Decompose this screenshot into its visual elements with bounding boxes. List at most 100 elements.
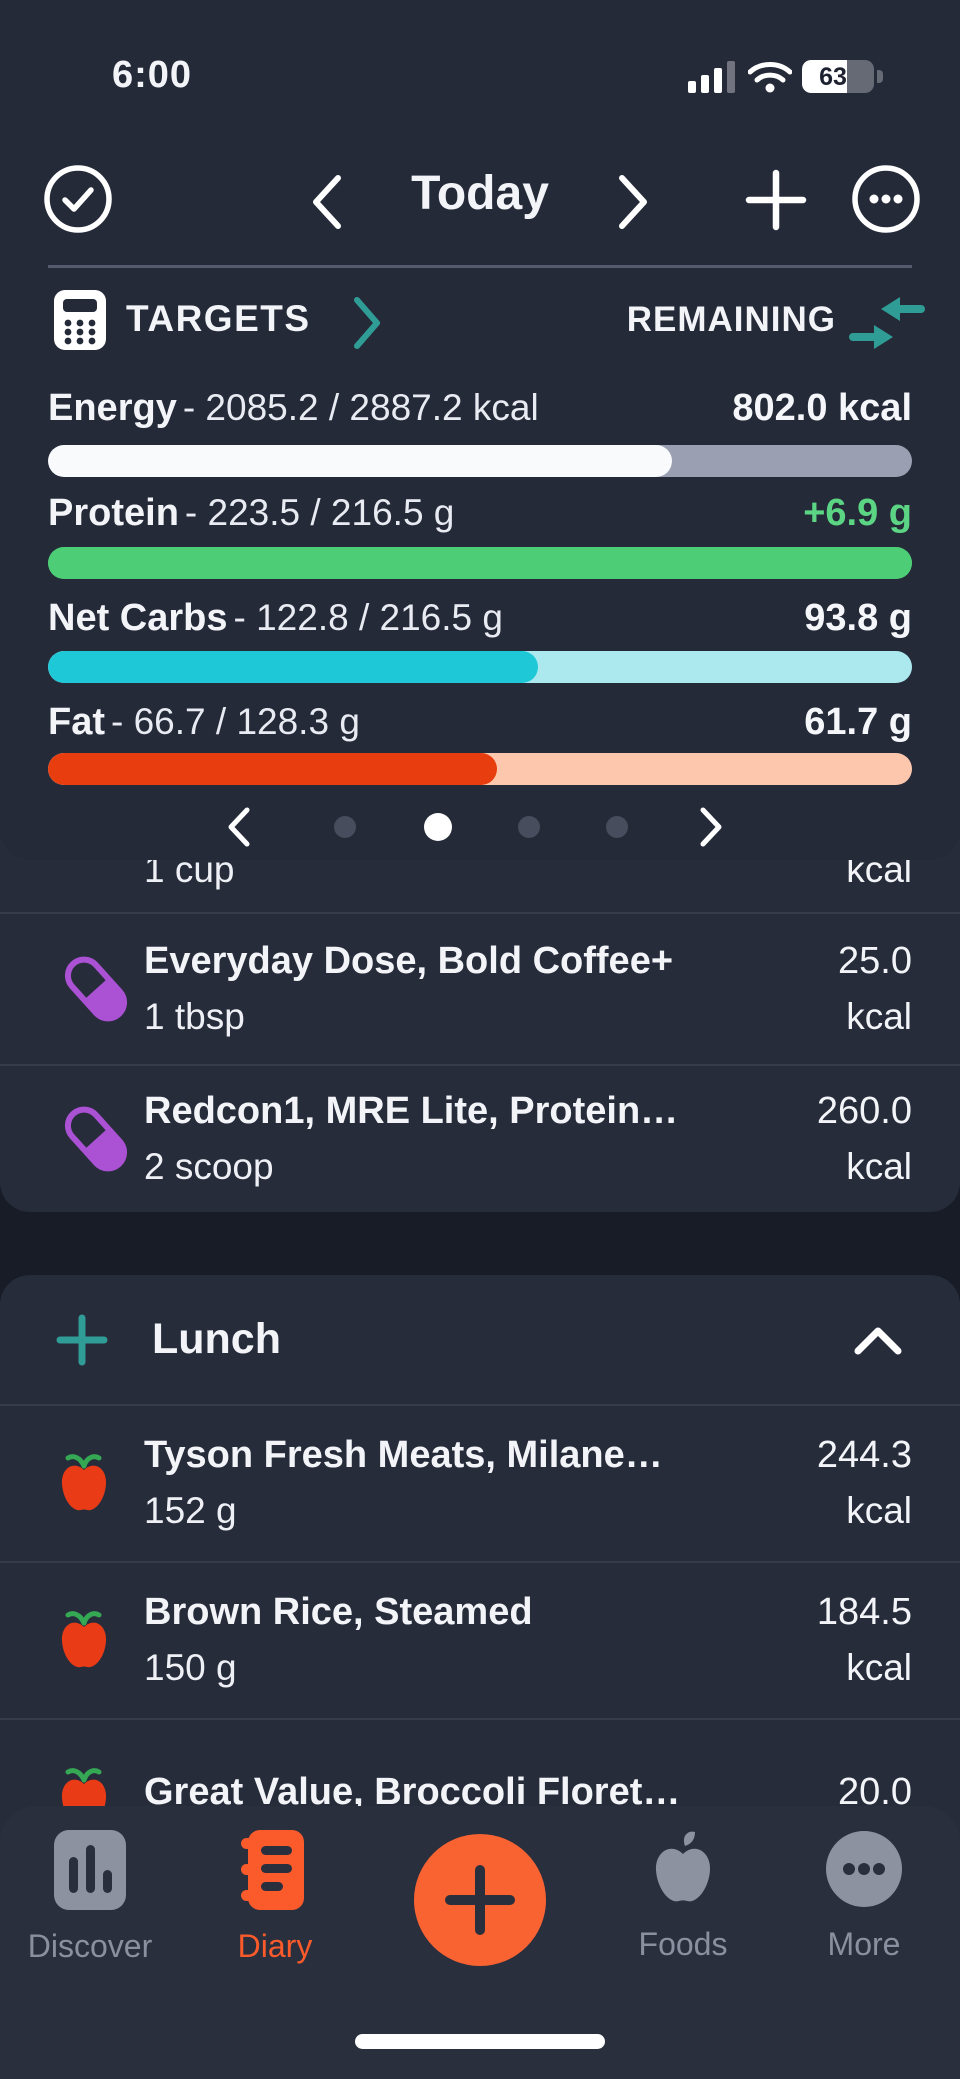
food-serving: 152 g [144,1490,237,1531]
food-serving: 2 scoop [144,1146,274,1187]
food-serving: 150 g [144,1647,237,1688]
food-text: Redcon1, MRE Lite, Protein… 2 scoop [144,1088,732,1190]
food-row-everyday-dose[interactable]: Everyday Dose, Bold Coffee+ 1 tbsp 25.0 … [0,914,960,1064]
carousel-next-icon[interactable] [698,806,724,848]
add-food-plus-icon[interactable] [56,1314,108,1366]
tab-discover[interactable]: Discover [5,1830,175,1965]
cellular-signal-icon [688,61,735,93]
food-title: Redcon1, MRE Lite, Protein… [144,1090,679,1132]
add-entry-fab-button[interactable] [414,1834,546,1966]
food-apple-icon [61,1611,107,1668]
tab-label: Diary [237,1928,313,1964]
food-calories: 25.0 kcal [732,938,912,1040]
tab-more[interactable]: More [779,1830,949,1963]
food-row-tyson[interactable]: Tyson Fresh Meats, Milane… 152 g 244.3 k… [0,1408,960,1558]
nutrient-name: Fat [48,700,105,743]
next-day-chevron-icon[interactable] [616,173,650,231]
protein-row: Protein - 223.5 / 216.5 g +6.9 g [48,489,912,537]
targets-chevron-icon[interactable] [352,296,382,350]
row-divider [0,1718,960,1720]
fat-row: Fat - 66.7 / 128.3 g 61.7 g [48,698,912,746]
food-row-brown-rice[interactable]: Brown Rice, Steamed 150 g 184.5 kcal [0,1565,960,1715]
row-divider [0,1404,960,1406]
battery-percent: 63 [819,63,847,91]
plus-icon [445,1865,515,1935]
add-icon[interactable] [744,168,808,232]
bottom-nav-bar: Discover Diary Foods [0,1806,960,2079]
calculator-icon [54,290,106,350]
nutrient-detail: - 223.5 / 216.5 g [184,492,455,533]
tab-diary-active[interactable]: Diary [190,1830,360,1965]
complete-day-check-icon[interactable] [42,163,114,235]
row-icon-box [56,1607,144,1673]
protein-progress-bar [48,547,912,579]
row-divider [0,912,960,914]
swap-arrows-icon[interactable] [848,292,926,354]
net-carbs-progress-bar [48,651,912,683]
tab-label: Discover [27,1928,153,1964]
apple-silhouette-icon [655,1831,711,1902]
food-calories: 244.3 kcal [732,1432,912,1534]
meal-title: Lunch [152,1315,281,1363]
home-indicator[interactable] [355,2034,605,2049]
page-dot-2-active[interactable] [424,813,452,841]
nutrient-name: Net Carbs [48,596,228,639]
previous-day-chevron-icon[interactable] [310,173,344,231]
fat-progress-bar [48,753,912,785]
lunch-header[interactable]: Lunch [0,1275,960,1404]
carousel-prev-icon[interactable] [226,806,252,848]
ellipsis-circle-icon [826,1831,902,1907]
calorie-unit: kcal [846,1647,912,1688]
date-title[interactable]: Today [411,167,549,220]
nutrient-name: Protein [48,491,179,534]
calorie-amount: 25.0 [838,940,912,982]
nutrient-remaining: 93.8 g [804,596,912,639]
energy-progress-fill [48,445,672,477]
calorie-unit: kcal [846,996,912,1037]
food-text: Brown Rice, Steamed 150 g [144,1589,732,1691]
energy-progress-bar [48,445,912,477]
food-serving: 1 tbsp [144,996,245,1037]
tab-foods[interactable]: Foods [598,1830,768,1963]
row-divider [0,1561,960,1563]
remaining-toggle[interactable]: REMAINING [626,300,836,339]
nutrient-detail: - 2085.2 / 2887.2 kcal [182,387,539,428]
energy-row: Energy - 2085.2 / 2887.2 kcal 802.0 kcal [48,384,912,432]
collapse-chevron-icon[interactable] [854,1325,902,1355]
header-divider [48,265,912,268]
calorie-unit: kcal [846,1146,912,1187]
bar-chart-icon [54,1830,126,1910]
food-row-redcon1[interactable]: Redcon1, MRE Lite, Protein… 2 scoop 260.… [0,1066,960,1212]
targets-link[interactable]: TARGETS [126,298,311,339]
page-dot-4[interactable] [606,816,628,838]
tab-label: Foods [638,1926,728,1962]
diary-notebook-icon [241,1830,304,1910]
net-carbs-row: Net Carbs - 122.8 / 216.5 g 93.8 g [48,594,912,642]
food-title: Tyson Fresh Meats, Milane… [144,1434,663,1476]
status-time: 6:00 [112,54,193,96]
tab-label: More [827,1926,901,1962]
wifi-icon [748,62,792,93]
battery-fill [802,60,848,93]
more-options-icon[interactable] [850,163,922,235]
nutrient-remaining: +6.9 g [803,491,912,534]
row-icon-box [56,1096,144,1182]
calorie-amount: 184.5 [816,1591,912,1633]
protein-progress-fill [48,547,912,579]
nutrient-name: Energy [48,386,177,429]
targets-summary-card: 6:00 63 Today [0,0,960,860]
battery-icon: 63 [802,60,874,93]
nutrient-detail: - 122.8 / 216.5 g [233,597,503,638]
food-title: Brown Rice, Steamed [144,1591,533,1633]
supplement-pill-icon [64,1106,128,1172]
food-title: Everyday Dose, Bold Coffee+ [144,940,674,982]
calorie-unit: kcal [846,1490,912,1531]
page-dot-3[interactable] [518,816,540,838]
lunch-section-card: Lunch Tyson Fresh Meats, Milane… 152 g 2… [0,1275,960,1879]
calorie-amount: 244.3 [816,1434,912,1476]
page-dot-1[interactable] [334,816,356,838]
battery-nub [877,70,883,83]
food-apple-icon [61,1454,107,1511]
food-calories: 260.0 kcal [732,1088,912,1190]
